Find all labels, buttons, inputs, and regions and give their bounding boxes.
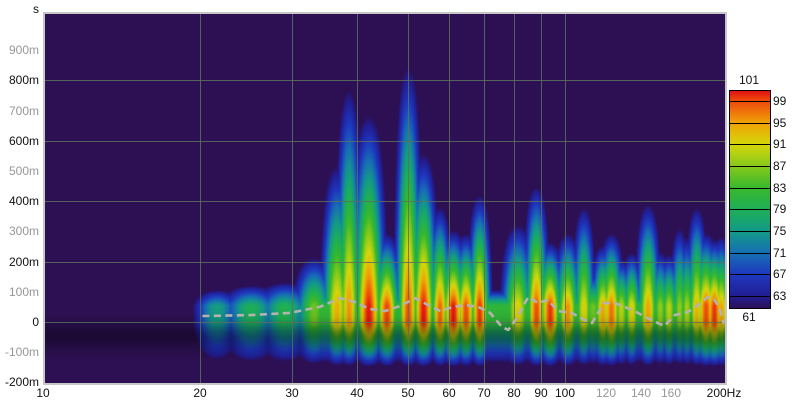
legend-tick-label-95: 95 xyxy=(773,116,787,130)
legend-max-label: 101 xyxy=(738,73,760,87)
gridline-30hz xyxy=(292,14,293,383)
legend-band-79-75 xyxy=(730,210,770,233)
x-tick-label-60: 60 xyxy=(442,386,456,400)
y-tick-label-200m: 200m xyxy=(8,255,39,269)
gridline-20hz xyxy=(200,14,201,383)
legend-band-63-61 xyxy=(730,297,770,308)
y-tick-label-100m: 100m xyxy=(8,285,39,299)
y-tick-label-600m: 600m xyxy=(8,134,39,148)
gridline-60hz xyxy=(449,14,450,383)
legend-band-87-83 xyxy=(730,166,770,189)
legend-tick-label-79: 79 xyxy=(773,202,787,216)
x-tick-label-200Hz: 200Hz xyxy=(706,386,742,400)
legend-color-bar xyxy=(729,90,771,309)
legend-tick-label-71: 71 xyxy=(773,246,787,260)
gridline-0ms xyxy=(45,322,725,323)
x-tick-label-140: 140 xyxy=(630,386,652,400)
y-tick-label-900m: 900m xyxy=(8,43,39,57)
y-tick-label-700m: 700m xyxy=(8,104,39,118)
y-tick-label--200m: -200m xyxy=(4,375,39,389)
overlay-layer xyxy=(202,295,725,332)
gridline-70hz xyxy=(484,14,485,383)
gridline-40hz xyxy=(357,14,358,383)
gridline-50hz xyxy=(408,14,409,383)
peak-energy-time-line xyxy=(202,295,725,332)
x-tick-label-40: 40 xyxy=(350,386,364,400)
legend-min-label: 61 xyxy=(742,310,756,324)
legend-band-75-71 xyxy=(730,232,770,254)
x-tick-label-100: 100 xyxy=(554,386,576,400)
legend-band-71-67 xyxy=(730,253,770,276)
y-tick-label-300m: 300m xyxy=(8,224,39,238)
legend-band-91-87 xyxy=(730,145,770,167)
y-tick-label-400m: 400m xyxy=(8,194,39,208)
legend-band-67-63 xyxy=(730,275,770,298)
gridline-80hz xyxy=(514,14,515,383)
gridline-200ms xyxy=(45,262,725,263)
legend-band-101-99 xyxy=(730,91,770,102)
x-tick-label-30: 30 xyxy=(285,386,299,400)
y-axis-unit-label: s xyxy=(33,2,39,16)
x-tick-label-20: 20 xyxy=(193,386,207,400)
x-tick-label-160: 160 xyxy=(660,386,682,400)
spectrogram-heatmap[interactable] xyxy=(45,14,725,383)
legend-tick-label-87: 87 xyxy=(773,159,787,173)
legend-tick-label-91: 91 xyxy=(773,137,787,151)
x-tick-label-10: 10 xyxy=(36,386,50,400)
x-tick-label-90: 90 xyxy=(534,386,548,400)
gridline-90hz xyxy=(541,14,542,383)
gridline-400ms xyxy=(45,201,725,202)
legend-tick-label-63: 63 xyxy=(773,289,787,303)
legend-band-99-95 xyxy=(730,101,770,124)
legend-band-95-91 xyxy=(730,123,770,146)
x-tick-label-120: 120 xyxy=(595,386,617,400)
legend-tick-label-99: 99 xyxy=(773,94,787,108)
gridline-800ms xyxy=(45,80,725,81)
x-tick-label-50: 50 xyxy=(401,386,415,400)
gridline-100hz xyxy=(565,14,566,383)
x-tick-label-80: 80 xyxy=(507,386,521,400)
legend-tick-label-67: 67 xyxy=(773,267,787,281)
plot-area xyxy=(43,12,727,385)
y-tick-label-500m: 500m xyxy=(8,164,39,178)
legend-tick-label-75: 75 xyxy=(773,224,787,238)
legend-band-83-79 xyxy=(730,188,770,211)
gridline-600ms xyxy=(45,141,725,142)
y-tick-label--100m: -100m xyxy=(4,345,39,359)
y-tick-label-0: 0 xyxy=(32,315,39,329)
y-tick-label-800m: 800m xyxy=(8,73,39,87)
x-tick-label-70: 70 xyxy=(477,386,491,400)
legend-tick-label-83: 83 xyxy=(773,181,787,195)
